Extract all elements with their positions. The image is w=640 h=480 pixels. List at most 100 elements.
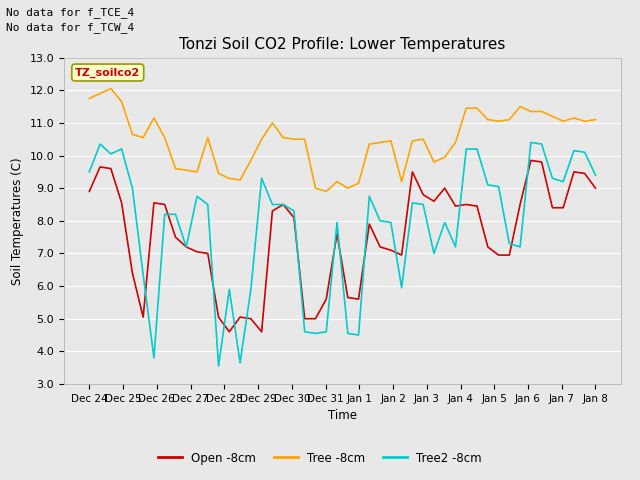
Tree2 -8cm xyxy=(301,329,308,335)
Open -8cm xyxy=(96,164,104,170)
Tree2 -8cm xyxy=(323,329,330,335)
Tree -8cm xyxy=(214,170,222,176)
Tree -8cm xyxy=(376,140,384,145)
Open -8cm xyxy=(441,185,449,191)
Tree -8cm xyxy=(290,136,298,142)
Open -8cm xyxy=(581,170,589,176)
Tree -8cm xyxy=(516,104,524,109)
Open -8cm xyxy=(290,215,298,220)
Tree -8cm xyxy=(161,135,168,141)
Tree2 -8cm xyxy=(279,202,287,207)
Open -8cm xyxy=(161,202,168,207)
Tree -8cm xyxy=(204,135,212,141)
Line: Tree -8cm: Tree -8cm xyxy=(90,89,595,192)
Tree2 -8cm xyxy=(591,172,599,178)
Tree -8cm xyxy=(247,157,255,163)
Open -8cm xyxy=(247,316,255,322)
Open -8cm xyxy=(408,169,416,175)
Open -8cm xyxy=(214,314,222,320)
Open -8cm xyxy=(376,244,384,250)
Tree -8cm xyxy=(591,117,599,122)
Open -8cm xyxy=(172,234,179,240)
Tree -8cm xyxy=(301,136,308,142)
Tree -8cm xyxy=(570,115,578,121)
Open -8cm xyxy=(452,203,460,209)
Tree -8cm xyxy=(182,168,190,173)
Tree -8cm xyxy=(506,117,513,122)
Tree -8cm xyxy=(96,91,104,96)
X-axis label: Time: Time xyxy=(328,409,357,422)
Tree -8cm xyxy=(172,166,179,171)
Tree2 -8cm xyxy=(269,202,276,207)
Tree2 -8cm xyxy=(172,211,179,217)
Tree -8cm xyxy=(484,117,492,122)
Tree2 -8cm xyxy=(312,331,319,336)
Tree2 -8cm xyxy=(419,202,427,207)
Open -8cm xyxy=(419,192,427,198)
Tree2 -8cm xyxy=(290,208,298,214)
Open -8cm xyxy=(301,316,308,322)
Open -8cm xyxy=(506,252,513,258)
Open -8cm xyxy=(236,314,244,320)
Tree2 -8cm xyxy=(193,193,201,199)
Tree -8cm xyxy=(548,113,556,119)
Tree -8cm xyxy=(258,136,266,142)
Open -8cm xyxy=(182,244,190,250)
Tree2 -8cm xyxy=(140,272,147,277)
Tree2 -8cm xyxy=(398,285,406,290)
Tree -8cm xyxy=(365,141,373,147)
Tree2 -8cm xyxy=(129,185,136,191)
Tree2 -8cm xyxy=(473,146,481,152)
Tree2 -8cm xyxy=(150,355,158,361)
Open -8cm xyxy=(365,221,373,227)
Tree2 -8cm xyxy=(333,219,341,225)
Tree -8cm xyxy=(129,132,136,137)
Open -8cm xyxy=(312,316,319,322)
Tree2 -8cm xyxy=(96,141,104,147)
Tree -8cm xyxy=(193,169,201,175)
Tree2 -8cm xyxy=(495,184,502,190)
Open -8cm xyxy=(484,244,492,250)
Open -8cm xyxy=(559,205,567,211)
Tree2 -8cm xyxy=(182,244,190,250)
Open -8cm xyxy=(495,252,502,258)
Tree -8cm xyxy=(225,176,233,181)
Tree -8cm xyxy=(581,119,589,124)
Tree2 -8cm xyxy=(214,363,222,369)
Tree2 -8cm xyxy=(355,332,362,338)
Title: Tonzi Soil CO2 Profile: Lower Temperatures: Tonzi Soil CO2 Profile: Lower Temperatur… xyxy=(179,37,506,52)
Tree2 -8cm xyxy=(344,331,351,336)
Open -8cm xyxy=(430,198,438,204)
Tree2 -8cm xyxy=(463,146,470,152)
Open -8cm xyxy=(516,202,524,207)
Tree -8cm xyxy=(333,179,341,184)
Open -8cm xyxy=(204,251,212,256)
Tree2 -8cm xyxy=(161,211,168,217)
Open -8cm xyxy=(86,189,93,194)
Legend: Open -8cm, Tree -8cm, Tree2 -8cm: Open -8cm, Tree -8cm, Tree2 -8cm xyxy=(154,447,486,469)
Tree2 -8cm xyxy=(516,244,524,250)
Tree2 -8cm xyxy=(441,219,449,225)
Text: No data for f_TCE_4: No data for f_TCE_4 xyxy=(6,7,134,18)
Tree -8cm xyxy=(344,185,351,191)
Tree -8cm xyxy=(86,96,93,101)
Tree -8cm xyxy=(463,105,470,111)
Tree -8cm xyxy=(323,189,330,194)
Tree2 -8cm xyxy=(225,287,233,292)
Text: TZ_soilco2: TZ_soilco2 xyxy=(75,67,140,78)
Tree -8cm xyxy=(495,119,502,124)
Tree2 -8cm xyxy=(387,219,395,225)
Tree2 -8cm xyxy=(484,182,492,188)
Tree2 -8cm xyxy=(376,218,384,224)
Open -8cm xyxy=(140,314,147,320)
Open -8cm xyxy=(344,295,351,300)
Tree -8cm xyxy=(527,108,534,114)
Tree -8cm xyxy=(408,138,416,144)
Open -8cm xyxy=(269,208,276,214)
Open -8cm xyxy=(355,296,362,302)
Open -8cm xyxy=(107,166,115,171)
Open -8cm xyxy=(387,247,395,253)
Open -8cm xyxy=(570,169,578,175)
Tree2 -8cm xyxy=(548,176,556,181)
Open -8cm xyxy=(463,202,470,207)
